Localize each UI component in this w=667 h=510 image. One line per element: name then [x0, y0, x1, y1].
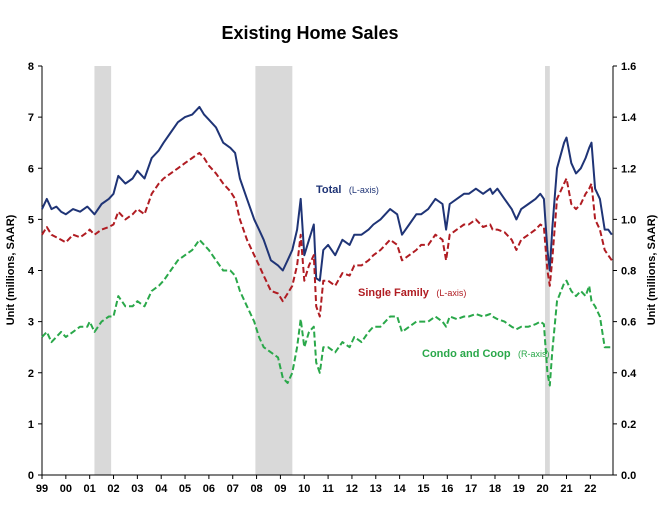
y-tick-label-left: 0 [28, 470, 34, 482]
y-tick-label-left: 3 [28, 317, 34, 329]
x-tick-label: 04 [155, 483, 168, 495]
y-tick-label-left: 5 [28, 214, 34, 226]
x-tick-label: 08 [250, 483, 262, 495]
annotation-total-name: Total [316, 184, 341, 196]
y-tick-label-right: 0.2 [621, 419, 636, 431]
x-tick-label: 14 [393, 483, 406, 495]
annotation-total-axis: (L-axis) [349, 185, 379, 195]
x-tick-label: 20 [537, 483, 549, 495]
annotation-total: Total (L-axis) [316, 180, 379, 197]
y-tick-label-right: 0.6 [621, 317, 636, 329]
chart-title: Existing Home Sales [221, 23, 398, 43]
x-tick-label: 22 [584, 483, 596, 495]
y-tick-label-right: 0.8 [621, 266, 636, 278]
x-tick-label: 11 [322, 483, 334, 495]
series-condo-and-coop [41, 238, 612, 387]
annotation-single-family-axis: (L-axis) [436, 288, 466, 298]
x-tick-label: 05 [179, 483, 191, 495]
recession-shading [94, 66, 550, 475]
y-axis-label-right: Unit (millions, SAAR) [646, 214, 658, 325]
y-tick-label-left: 8 [28, 61, 34, 73]
recession-band [545, 66, 550, 475]
y-tick-label-right: 1.6 [621, 61, 636, 73]
y-axis-label-left: Unit (millions, SAAR) [5, 214, 17, 325]
x-tick-label: 18 [489, 483, 501, 495]
y-tick-label-right: 0.4 [621, 368, 637, 380]
x-tick-label: 01 [84, 483, 96, 495]
x-tick-label: 13 [370, 483, 382, 495]
x-tick-label: 19 [513, 483, 525, 495]
annotation-single-family: Single Family (L-axis) [358, 283, 466, 300]
series-single-family [41, 151, 613, 318]
x-tick-label: 09 [274, 483, 286, 495]
annotation-condo-coop-axis: (R-axis) [518, 349, 550, 359]
annotation-condo-coop-name: Condo and Coop [422, 348, 511, 360]
y-tick-label-left: 7 [28, 112, 34, 124]
series-total [41, 105, 613, 282]
x-tick-label: 21 [560, 483, 572, 495]
annotation-single-family-name: Single Family [358, 287, 430, 299]
annotation-condo-coop: Condo and Coop (R-axis) [422, 344, 550, 361]
x-tick-label: 12 [346, 483, 358, 495]
x-tick-label: 07 [227, 483, 239, 495]
x-tick-label: 99 [36, 483, 48, 495]
y-tick-label-right: 1.4 [621, 112, 637, 124]
x-tick-label: 06 [203, 483, 215, 495]
x-tick-label: 00 [60, 483, 72, 495]
y-tick-label-right: 1.2 [621, 163, 636, 175]
x-tick-label: 03 [131, 483, 143, 495]
x-tick-label: 02 [107, 483, 119, 495]
x-tick-label: 16 [441, 483, 453, 495]
recession-band [94, 66, 112, 475]
y-tick-label-left: 1 [28, 419, 34, 431]
y-tick-label-left: 2 [28, 368, 34, 380]
y-tick-label-right: 1.0 [621, 214, 636, 226]
y-tick-label-right: 0.0 [621, 470, 636, 482]
series-lines [41, 105, 613, 387]
x-tick-label: 10 [298, 483, 310, 495]
x-tick-label: 15 [417, 483, 429, 495]
x-tick-label: 17 [465, 483, 477, 495]
y-tick-label-left: 6 [28, 163, 34, 175]
y-tick-label-left: 4 [28, 266, 35, 278]
